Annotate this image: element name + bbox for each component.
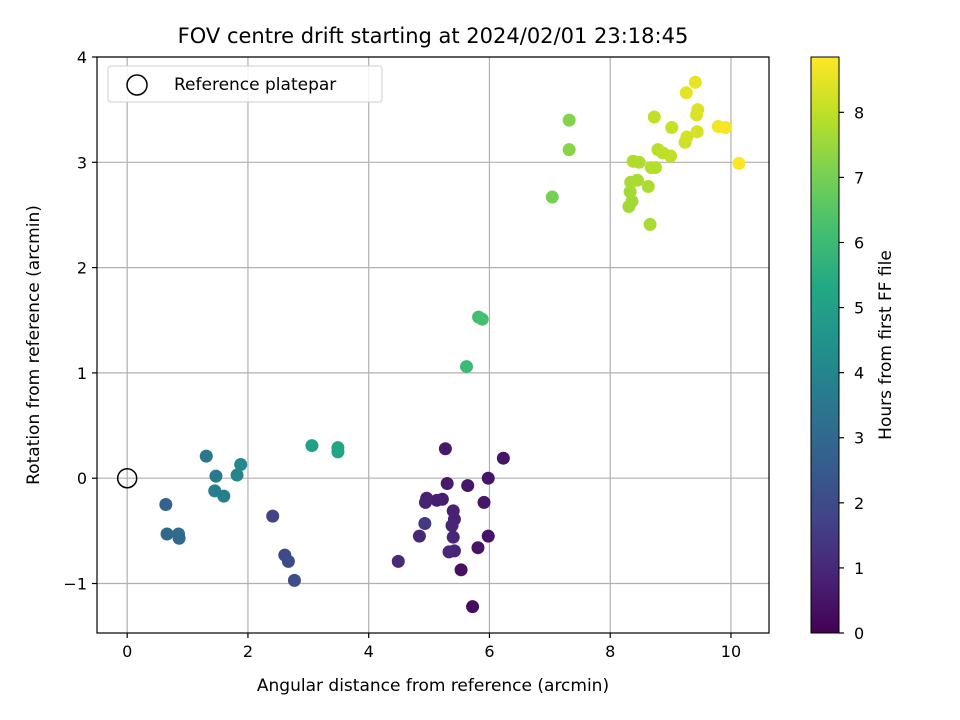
data-point	[719, 121, 733, 135]
data-point	[688, 75, 702, 89]
colorbar-ticks: 0 1 2 3 4 5 6 7 8	[839, 103, 864, 643]
data-point	[632, 155, 646, 169]
data-point	[454, 563, 468, 577]
data-point	[418, 495, 432, 509]
y-tick-label: 1	[77, 364, 87, 383]
data-point	[234, 458, 248, 472]
colorbar-tick-label: 4	[854, 364, 864, 383]
data-point	[438, 442, 452, 456]
data-point	[446, 530, 460, 544]
colorbar-tick-label: 3	[854, 429, 864, 448]
data-point	[430, 493, 444, 507]
data-point	[281, 554, 295, 568]
data-point	[412, 529, 426, 543]
data-point	[418, 516, 432, 530]
data-point	[305, 439, 319, 453]
data-point	[475, 312, 489, 326]
colorbar-tick-label: 8	[854, 103, 864, 122]
legend-box	[107, 65, 383, 103]
x-tick-label: 10	[721, 642, 741, 661]
x-tick-label: 0	[122, 642, 132, 661]
grid-lines	[97, 56, 769, 633]
data-point	[442, 545, 456, 559]
colorbar: 0 1 2 3 4 5 6 7 8 Hours from first FF file	[810, 56, 896, 643]
data-points	[159, 75, 746, 614]
data-point	[466, 600, 480, 614]
data-point	[690, 125, 704, 139]
legend-entry-reference: Reference platepar	[174, 75, 336, 95]
data-point	[331, 445, 345, 459]
data-point	[691, 103, 705, 117]
data-point	[159, 498, 173, 512]
colorbar-tick-label: 5	[854, 299, 864, 318]
colorbar-label: Hours from first FF file	[876, 250, 896, 440]
colorbar-tick-label: 0	[854, 624, 864, 643]
data-point	[199, 449, 213, 463]
colorbar-tick-label: 7	[854, 168, 864, 187]
colorbar-tick-label: 2	[854, 494, 864, 513]
colorbar-tick-label: 1	[854, 559, 864, 578]
x-axis-label: Angular distance from reference (arcmin)	[257, 676, 609, 696]
x-tick-label: 4	[364, 642, 374, 661]
x-tick-label: 6	[484, 642, 494, 661]
data-point	[680, 130, 694, 144]
data-point	[481, 529, 495, 543]
data-point	[445, 519, 459, 533]
data-point	[209, 469, 223, 483]
colorbar-gradient	[810, 56, 840, 634]
y-axis-label: Rotation from reference (arcmin)	[24, 205, 44, 485]
reference-point-marker	[116, 467, 138, 489]
data-point	[230, 468, 244, 482]
y-axis-ticks: −1 0 1 2 3 4	[63, 48, 97, 594]
colorbar-tick-label: 6	[854, 233, 864, 252]
data-point	[471, 541, 485, 555]
data-point	[562, 113, 576, 127]
data-point	[545, 190, 559, 204]
x-tick-label: 2	[243, 642, 253, 661]
data-point	[172, 531, 186, 545]
data-point	[391, 554, 405, 568]
data-point	[562, 143, 576, 157]
data-point	[266, 509, 280, 523]
chart-title: FOV centre drift starting at 2024/02/01 …	[178, 24, 689, 48]
data-point	[665, 121, 679, 135]
y-tick-label: 3	[77, 153, 87, 172]
y-tick-label: 4	[77, 48, 87, 67]
data-point	[664, 149, 678, 163]
data-point	[641, 180, 655, 194]
data-point	[630, 173, 644, 187]
data-point	[460, 360, 474, 374]
data-point	[477, 495, 491, 509]
data-point	[623, 185, 637, 199]
y-tick-label: −1	[63, 575, 87, 594]
plot-frame	[96, 56, 770, 634]
x-axis-ticks: 0 2 4 6 8 10	[122, 633, 741, 661]
data-point	[643, 217, 657, 231]
data-point	[648, 161, 662, 175]
legend-marker-circle	[126, 74, 148, 96]
data-point	[217, 489, 231, 503]
data-point	[496, 451, 510, 465]
data-point	[481, 471, 495, 485]
data-point	[732, 156, 746, 170]
reference-point	[116, 467, 138, 489]
y-tick-label: 0	[77, 469, 87, 488]
data-point	[461, 479, 475, 493]
data-point	[160, 527, 174, 541]
data-point	[440, 476, 454, 490]
data-point	[679, 86, 693, 100]
data-point	[647, 110, 661, 124]
legend: Reference platepar	[107, 65, 383, 103]
y-tick-label: 2	[77, 259, 87, 278]
x-tick-label: 8	[605, 642, 615, 661]
data-point	[287, 573, 301, 587]
